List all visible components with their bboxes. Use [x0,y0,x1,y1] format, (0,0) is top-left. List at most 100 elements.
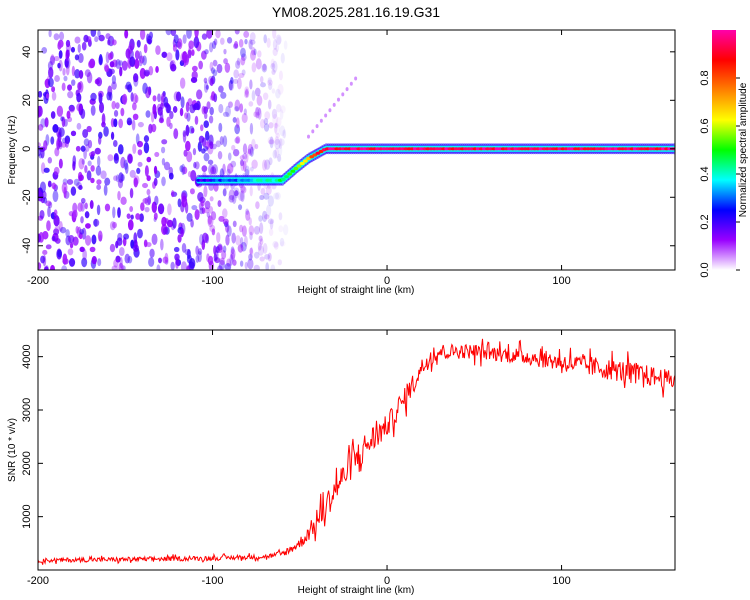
noise-cell [76,103,83,112]
noise-cell [45,93,50,99]
noise-cell [180,52,187,64]
noise-cell [94,36,99,43]
noise-cell [70,130,77,137]
noise-cell [184,248,191,256]
noise-cell [203,81,209,93]
noise-cell [170,63,177,72]
noise-cell [223,48,227,55]
noise-cell [249,79,253,90]
noise-cell [68,104,75,112]
noise-cell [99,101,105,114]
noise-cell [212,69,218,77]
noise-cell [160,238,164,251]
noise-cell [251,138,256,151]
noise-cell [97,155,101,167]
noise-cell [65,43,72,52]
noise-cell [268,228,274,236]
noise-cell [124,253,130,264]
noise-cell [199,207,204,215]
noise-cell [227,152,232,161]
noise-cell [137,121,144,128]
noise-cell [224,62,231,73]
noise-cell [204,49,209,55]
noise-cell [211,40,217,50]
noise-cell [210,166,217,175]
noise-cell [51,91,57,101]
noise-cell [238,204,243,211]
noise-cell [154,195,159,206]
noise-cell [83,34,89,43]
noise-cell [265,185,272,196]
noise-cell [185,101,190,113]
noise-cell [74,36,81,44]
ridge-core [302,159,308,163]
noise-cell [172,217,177,229]
noise-cell [109,243,116,253]
noise-cell [259,256,265,262]
noise-cell [96,179,102,185]
noise-cell [237,191,244,202]
noise-cell [267,218,275,225]
noise-cell [139,67,146,79]
noise-cell [65,39,71,48]
noise-cell [129,169,136,178]
noise-cell [249,32,256,42]
noise-cell [68,234,75,244]
noise-cell [272,113,279,126]
noise-cell [96,184,102,190]
noise-cell [259,118,266,129]
noise-cell [237,244,244,253]
colorbar-tick-label: 0.6 [699,118,711,133]
noise-cell [253,111,258,118]
noise-cell [47,157,53,164]
noise-cell [81,41,87,51]
spectrogram-x-label: Height of straight line (km) [298,285,415,296]
noise-cell [84,69,91,78]
noise-cell [84,165,88,174]
noise-cell [86,71,93,84]
noise-cell [187,49,192,59]
noise-cell [248,225,255,236]
noise-cell [190,169,197,182]
noise-cell [264,159,271,170]
noise-cell [224,262,232,270]
noise-cell [142,82,148,94]
noise-cell [179,107,184,117]
noise-cell [259,222,264,235]
noise-cell [267,136,274,145]
noise-cell [137,228,143,239]
noise-cell [70,46,76,53]
noise-cell [206,212,211,218]
noise-cell [147,195,151,206]
noise-cell [38,124,44,131]
noise-cell [203,112,208,120]
noise-cell [259,238,264,246]
noise-cell [234,124,241,135]
noise-cell [274,123,281,136]
noise-cell [111,81,117,90]
noise-cell [112,206,116,219]
noise-cell [58,140,63,150]
noise-cell [243,108,247,116]
ridge-core [284,175,289,179]
noise-cell [173,34,179,44]
noise-cell [148,123,153,134]
noise-cell [239,185,246,193]
noise-cell [134,58,140,69]
noise-cell [61,137,67,144]
ridge-core [293,166,299,171]
spectrogram-cells [38,30,675,270]
ridge-core [296,164,302,168]
noise-cell [210,67,216,74]
noise-cell [115,174,120,183]
noise-cell [275,132,281,139]
noise-cell [274,136,280,146]
noise-cell [183,54,189,64]
noise-cell [233,78,239,85]
noise-cell [278,225,284,233]
noise-cell [72,155,77,167]
noise-cell [222,188,227,197]
noise-cell [256,95,263,106]
noise-cell [161,51,168,58]
noise-cell [189,188,195,195]
